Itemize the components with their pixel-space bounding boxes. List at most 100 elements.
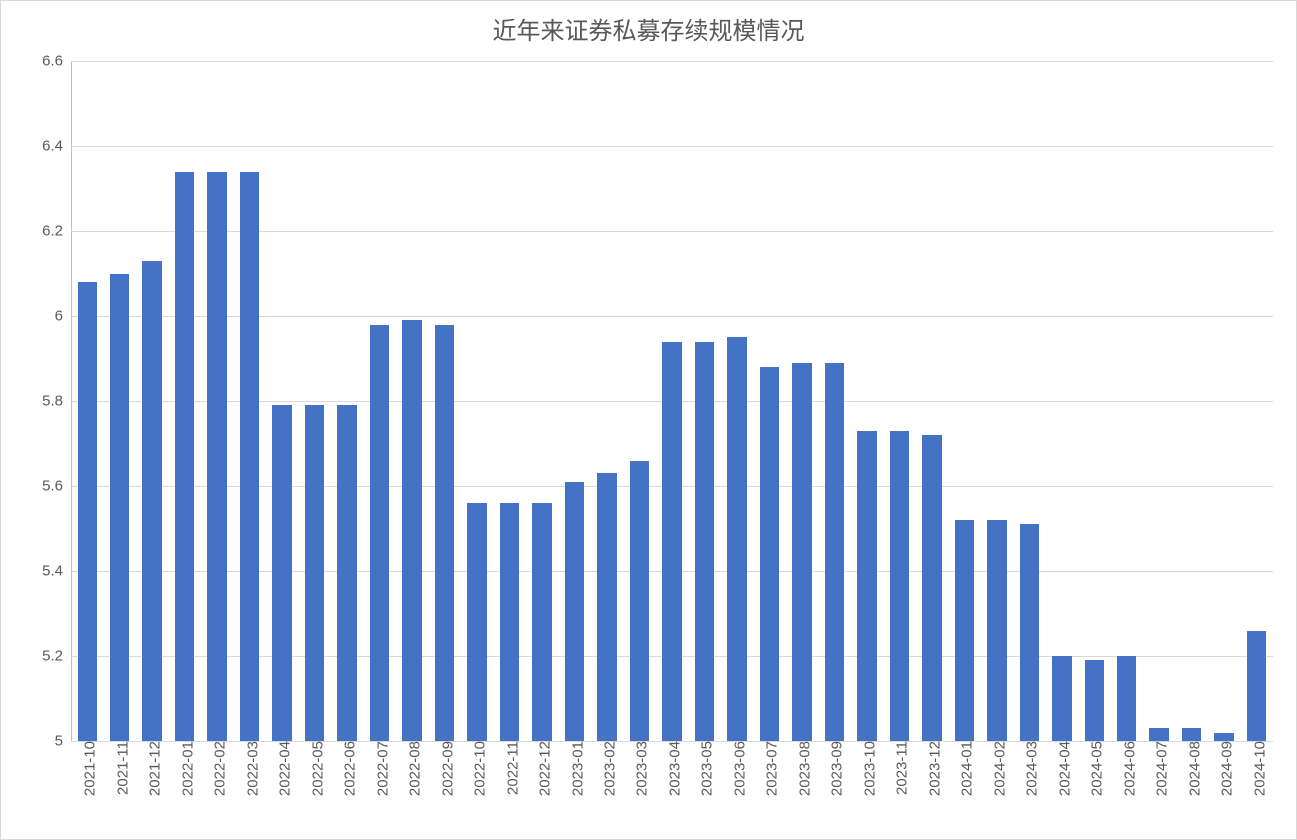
x-tick-label: 2022-11	[498, 741, 521, 795]
plot-area: 55.25.45.65.866.26.46.6 2021-102021-1120…	[71, 61, 1273, 741]
bar	[1085, 660, 1104, 741]
x-tick-label: 2023-08	[790, 741, 813, 796]
bar	[695, 342, 714, 742]
bar-slot: 2024-05	[1078, 61, 1110, 741]
x-tick-label: 2024-06	[1115, 741, 1138, 796]
bar-slot: 2022-11	[493, 61, 525, 741]
bar-slot: 2021-11	[103, 61, 135, 741]
bar-slot: 2022-07	[363, 61, 395, 741]
bar-slot: 2024-02	[981, 61, 1013, 741]
bar-slot: 2024-09	[1208, 61, 1240, 741]
bar-slot: 2024-03	[1013, 61, 1045, 741]
bar	[1214, 733, 1233, 742]
bar	[240, 172, 259, 742]
bar-slot: 2022-12	[526, 61, 558, 741]
bar-slot: 2022-10	[461, 61, 493, 741]
bar-slot: 2021-10	[71, 61, 103, 741]
x-tick-label: 2022-06	[336, 741, 359, 796]
y-tick-label: 6.2	[42, 223, 71, 240]
bar	[110, 274, 129, 742]
bars-row: 2021-102021-112021-122022-012022-022022-…	[71, 61, 1273, 741]
y-tick-label: 6.4	[42, 138, 71, 155]
bar	[727, 337, 746, 741]
x-tick-label: 2022-04	[271, 741, 294, 796]
bar	[955, 520, 974, 741]
x-tick-label: 2023-05	[693, 741, 716, 796]
x-tick-label: 2023-04	[660, 741, 683, 796]
bar	[175, 172, 194, 742]
bar	[1182, 728, 1201, 741]
x-tick-label: 2022-02	[206, 741, 229, 796]
bar	[272, 405, 291, 741]
bar-slot: 2023-04	[656, 61, 688, 741]
bar-slot: 2022-08	[396, 61, 428, 741]
x-tick-label: 2024-04	[1050, 741, 1073, 796]
bar	[532, 503, 551, 741]
x-tick-label: 2023-03	[628, 741, 651, 796]
y-tick-label: 5	[55, 733, 71, 750]
bar	[500, 503, 519, 741]
bar	[987, 520, 1006, 741]
bar	[1149, 728, 1168, 741]
chart-title: 近年来证券私募存续规模情况	[1, 11, 1296, 46]
bar-slot: 2022-01	[168, 61, 200, 741]
x-tick-label: 2023-01	[563, 741, 586, 796]
bar-slot: 2024-10	[1240, 61, 1272, 741]
bar-slot: 2023-05	[688, 61, 720, 741]
bar	[402, 320, 421, 741]
x-tick-label: 2024-01	[953, 741, 976, 796]
bar-slot: 2022-04	[266, 61, 298, 741]
bar-slot: 2023-11	[883, 61, 915, 741]
bar-slot: 2024-07	[1143, 61, 1175, 741]
x-tick-label: 2024-05	[1083, 741, 1106, 796]
bar-slot: 2023-12	[916, 61, 948, 741]
x-tick-label: 2024-02	[985, 741, 1008, 796]
bar	[760, 367, 779, 741]
bar	[565, 482, 584, 741]
x-tick-label: 2022-09	[433, 741, 456, 796]
y-tick-label: 5.6	[42, 478, 71, 495]
x-tick-label: 2023-09	[823, 741, 846, 796]
bar	[1020, 524, 1039, 741]
x-tick-label: 2023-06	[725, 741, 748, 796]
x-tick-label: 2022-01	[173, 741, 196, 796]
bar-slot: 2022-09	[428, 61, 460, 741]
x-tick-label: 2021-10	[76, 741, 99, 796]
bar	[467, 503, 486, 741]
x-tick-label: 2023-02	[595, 741, 618, 796]
bar-slot: 2024-04	[1046, 61, 1078, 741]
bar-slot: 2023-08	[786, 61, 818, 741]
y-tick-label: 5.8	[42, 393, 71, 410]
x-tick-label: 2022-08	[401, 741, 424, 796]
bar-slot: 2023-09	[818, 61, 850, 741]
x-tick-label: 2022-12	[531, 741, 554, 796]
x-tick-label: 2024-08	[1180, 741, 1203, 796]
bar-slot: 2023-02	[591, 61, 623, 741]
bar	[857, 431, 876, 741]
x-tick-label: 2023-10	[855, 741, 878, 796]
x-tick-label: 2022-07	[368, 741, 391, 796]
x-tick-label: 2023-12	[920, 741, 943, 796]
x-tick-label: 2024-07	[1148, 741, 1171, 796]
bar	[435, 325, 454, 742]
x-tick-label: 2021-12	[141, 741, 164, 796]
bar-slot: 2022-03	[233, 61, 265, 741]
bar	[1247, 631, 1266, 742]
bar-slot: 2024-01	[948, 61, 980, 741]
bar-slot: 2023-06	[721, 61, 753, 741]
x-tick-label: 2024-09	[1213, 741, 1236, 796]
y-tick-label: 5.4	[42, 563, 71, 580]
bar	[337, 405, 356, 741]
x-tick-label: 2022-03	[238, 741, 261, 796]
bar-slot: 2023-03	[623, 61, 655, 741]
x-tick-label: 2024-03	[1018, 741, 1041, 796]
y-tick-label: 5.2	[42, 648, 71, 665]
bar	[792, 363, 811, 741]
bar	[662, 342, 681, 742]
bar	[1117, 656, 1136, 741]
bar	[370, 325, 389, 742]
y-tick-label: 6	[55, 308, 71, 325]
x-tick-label: 2022-10	[466, 741, 489, 796]
bar-slot: 2024-06	[1111, 61, 1143, 741]
bar-slot: 2023-07	[753, 61, 785, 741]
